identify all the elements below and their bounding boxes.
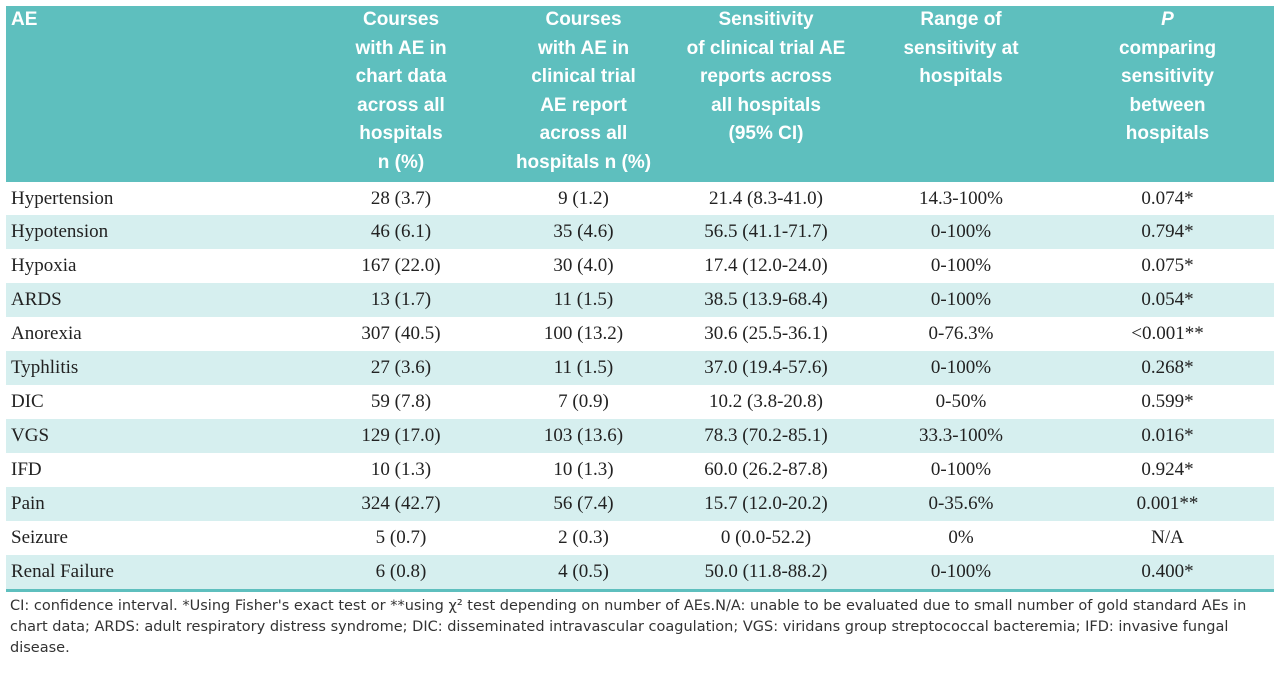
ae-sensitivity-table: AE Courses with AE in chart data across … <box>6 6 1274 589</box>
table-cell: 307 (40.5) <box>361 323 441 344</box>
table-cell: 56 (7.4) <box>496 487 671 521</box>
table-cell: 129 (17.0) <box>306 419 496 453</box>
table-row: IFD 10 (1.3) 10 (1.3) 60.0 (26.2-87.8) 0-100… <box>6 453 1274 487</box>
row-label-cell: IFD <box>11 459 42 480</box>
table-cell: 56.5 (41.1-71.7) <box>671 215 861 249</box>
row-label-cell: Pain <box>6 487 306 521</box>
table-cell: 0.016* <box>1061 419 1274 453</box>
header-sensitivity: Sensitivity of clinical trial AE reports… <box>671 6 861 181</box>
table-cell: 27 (3.6) <box>306 351 496 385</box>
table-cell: 0-76.3% <box>928 323 994 344</box>
table-cell: 30 (4.0) <box>553 255 614 276</box>
table-cell: 0.924* <box>1141 459 1194 480</box>
table-cell: 50.0 (11.8-88.2) <box>671 555 861 589</box>
header-p-value: P comparing sensitivity between hospital… <box>1061 6 1274 181</box>
table-cell: 0.400* <box>1061 555 1274 589</box>
table-cell: 9 (1.2) <box>496 180 671 215</box>
table-row: DIC 59 (7.8) 7 (0.9) 10.2 (3.8-20.8) 0-50% 0.… <box>6 385 1274 419</box>
table-row: ARDS 13 (1.7) 11 (1.5) 38.5 (13.9-68.4) 0-10… <box>6 283 1274 317</box>
table-row: Seizure 5 (0.7) 2 (0.3) 0 (0.0-52.2) 0% N/A <box>6 521 1274 555</box>
row-label-cell: Anorexia <box>11 323 82 344</box>
table-cell: 0-100% <box>861 283 1061 317</box>
table-cell: 37.0 (19.4-57.6) <box>671 351 861 385</box>
header-courses-clinical-trial: Courses with AE in clinical trial AE rep… <box>496 6 671 181</box>
row-label-cell: VGS <box>6 419 306 453</box>
table-cell: 0-35.6% <box>861 487 1061 521</box>
table-cell: 0-100% <box>861 351 1061 385</box>
table-cell: 6 (0.8) <box>306 555 496 589</box>
table-cell: 28 (3.7) <box>306 180 496 215</box>
table-header-row: AE Courses with AE in chart data across … <box>6 6 1274 181</box>
row-label-cell: Typhlitis <box>6 351 306 385</box>
table-row: Hypertension 28 (3.7) 9 (1.2) 21.4 (8.3-41.… <box>6 180 1274 215</box>
row-label-cell: DIC <box>11 391 44 412</box>
table-cell: 0 (0.0-52.2) <box>720 527 812 548</box>
row-label-cell: Hypotension <box>6 215 306 249</box>
table-cell: 10.2 (3.8-20.8) <box>709 391 823 412</box>
table-row: VGS 129 (17.0) 103 (13.6) 78.3 (70.2-85.1) 3… <box>6 419 1274 453</box>
header-courses-chart: Courses with AE in chart data across all… <box>306 6 496 181</box>
table-cell: 4 (0.5) <box>496 555 671 589</box>
table-cell: 78.3 (70.2-85.1) <box>671 419 861 453</box>
table-row: Anorexia 307 (40.5) 100 (13.2) 30.6 (25.5-3… <box>6 317 1274 351</box>
table-row: Pain 324 (42.7) 56 (7.4) 15.7 (12.0-20.2) 0-… <box>6 487 1274 521</box>
table-cell: 324 (42.7) <box>306 487 496 521</box>
table-cell: N/A <box>1151 527 1184 548</box>
table-cell: 100 (13.2) <box>543 323 624 344</box>
table-cell: 103 (13.6) <box>496 419 671 453</box>
ae-table-container: AE Courses with AE in chart data across … <box>6 6 1274 659</box>
table-cell: 0.599* <box>1141 391 1194 412</box>
table-cell: 10 (1.3) <box>553 459 614 480</box>
table-cell: 0.054* <box>1061 283 1274 317</box>
table-cell: 0-100% <box>930 255 992 276</box>
table-cell: 0.074* <box>1061 180 1274 215</box>
header-ae: AE <box>6 6 306 181</box>
table-cell: 0-100% <box>930 459 992 480</box>
table-cell: 14.3-100% <box>861 180 1061 215</box>
p-symbol: P <box>1161 9 1174 30</box>
table-cell: 7 (0.9) <box>558 391 609 412</box>
table-cell: 0.075* <box>1141 255 1194 276</box>
table-cell: 33.3-100% <box>861 419 1061 453</box>
table-cell: 5 (0.7) <box>375 527 427 548</box>
row-label-cell: ARDS <box>6 283 306 317</box>
table-cell: 2 (0.3) <box>558 527 609 548</box>
table-cell: 17.4 (12.0-24.0) <box>704 255 828 276</box>
table-cell: 13 (1.7) <box>306 283 496 317</box>
row-label-cell: Renal Failure <box>6 555 306 589</box>
table-cell: 167 (22.0) <box>361 255 441 276</box>
table-cell: 21.4 (8.3-41.0) <box>671 180 861 215</box>
table-cell: 59 (7.8) <box>370 391 432 412</box>
table-cell: 30.6 (25.5-36.1) <box>704 323 828 344</box>
table-body: Hypertension 28 (3.7) 9 (1.2) 21.4 (8.3-41.… <box>6 180 1274 589</box>
table-cell: 0.001** <box>1061 487 1274 521</box>
table-cell: 11 (1.5) <box>496 283 671 317</box>
table-cell: 60.0 (26.2-87.8) <box>704 459 828 480</box>
table-row: Renal Failure 6 (0.8) 4 (0.5) 50.0 (11.8-88… <box>6 555 1274 589</box>
table-cell: 0-100% <box>861 215 1061 249</box>
table-cell: 15.7 (12.0-20.2) <box>671 487 861 521</box>
table-cell: 38.5 (13.9-68.4) <box>671 283 861 317</box>
table-cell: 0-50% <box>935 391 987 412</box>
table-cell: <0.001** <box>1131 323 1204 344</box>
table-row: Hypotension 46 (6.1) 35 (4.6) 56.5 (41.1-71… <box>6 215 1274 249</box>
row-label-cell: Hypertension <box>6 180 306 215</box>
table-cell: 46 (6.1) <box>306 215 496 249</box>
table-cell: 10 (1.3) <box>370 459 432 480</box>
footer-divider <box>6 589 1274 592</box>
table-footnote: CI: confidence interval. *Using Fisher's… <box>10 598 1247 656</box>
table-cell: 0% <box>948 527 974 548</box>
header-range: Range of sensitivity at hospitals <box>861 6 1061 181</box>
row-label-cell: Seizure <box>11 527 68 548</box>
table-cell: 11 (1.5) <box>496 351 671 385</box>
table-cell: 0.794* <box>1061 215 1274 249</box>
table-row: Hypoxia 167 (22.0) 30 (4.0) 17.4 (12.0-24.0… <box>6 249 1274 283</box>
table-cell: 35 (4.6) <box>496 215 671 249</box>
table-row: Typhlitis 27 (3.6) 11 (1.5) 37.0 (19.4-57.6… <box>6 351 1274 385</box>
table-cell: 0-100% <box>861 555 1061 589</box>
table-cell: 0.268* <box>1061 351 1274 385</box>
row-label-cell: Hypoxia <box>11 255 77 276</box>
